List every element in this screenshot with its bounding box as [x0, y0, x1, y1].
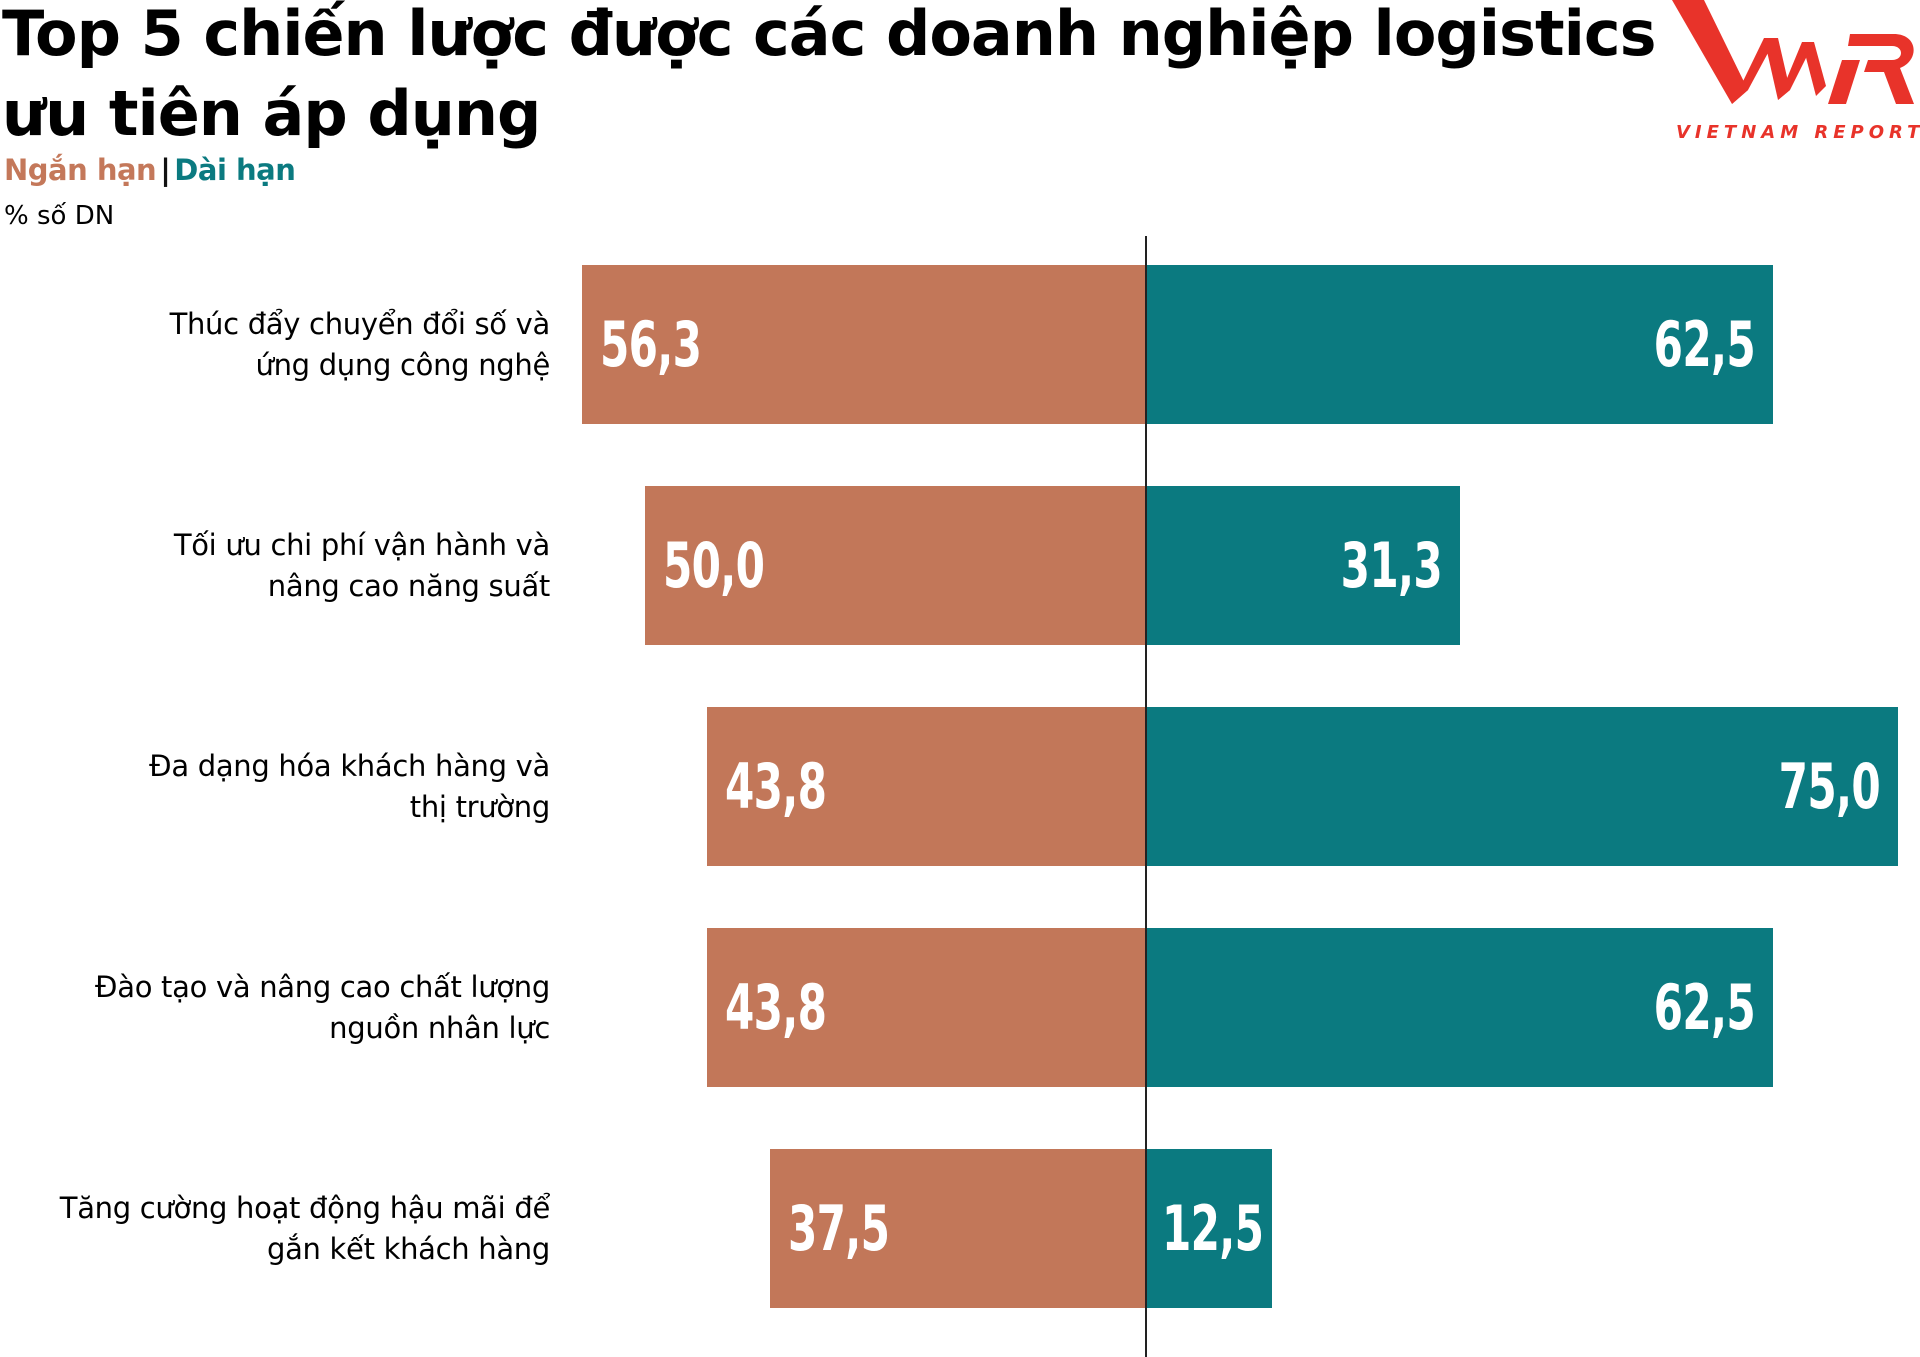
vnr-logo-icon	[1672, 0, 1914, 104]
bar-short-term: 56,3	[582, 265, 1146, 424]
bar-value-text: 12,5	[1162, 1192, 1264, 1265]
category-label-line1: Tối ưu chi phí vận hành và	[173, 527, 550, 562]
chart-title-line1: Top 5 chiến lược được các doanh nghiệp l…	[2, 0, 1656, 70]
chart-row: Tối ưu chi phí vận hành và nâng cao năng…	[0, 486, 1920, 645]
bar-long-term: 62,5	[1146, 265, 1773, 424]
bar-value: 43,8	[725, 707, 874, 866]
bar-value: 62,5	[1606, 928, 1756, 1087]
category-label-line1: Thúc đẩy chuyển đổi số và	[169, 306, 551, 341]
bar-long-term: 12,5	[1146, 1149, 1272, 1308]
unit-label: % số DN	[4, 201, 115, 231]
bar-value-text: 56,3	[600, 308, 702, 381]
legend: Ngắn hạn | Dài hạn	[4, 150, 296, 190]
category-label: Tăng cường hoạt động hậu mãi để gắn kết …	[0, 1149, 551, 1308]
chart-row: Thúc đẩy chuyển đổi số và ứng dụng công …	[0, 265, 1920, 424]
category-label: Thúc đẩy chuyển đổi số và ứng dụng công …	[0, 265, 551, 424]
center-axis-line	[1145, 236, 1147, 1357]
bar-short-term: 37,5	[770, 1149, 1146, 1308]
chart-row: Đa dạng hóa khách hàng và thị trường 43,…	[0, 707, 1920, 866]
legend-long-term: Dài hạn	[174, 153, 296, 187]
bar-value: 43,8	[725, 928, 874, 1087]
chart-title-line2: ưu tiên áp dụng	[2, 77, 541, 150]
bar-value-text: 62,5	[1653, 308, 1756, 381]
bar-long-term: 31,3	[1146, 486, 1460, 645]
category-label: Tối ưu chi phí vận hành và nâng cao năng…	[0, 486, 550, 645]
bar-value: 75,0	[1731, 707, 1881, 866]
bar-short-term: 43,8	[707, 707, 1146, 866]
bar-value: 12,5	[1162, 1149, 1311, 1308]
category-label-line2: nguồn nhân lực	[329, 1010, 550, 1045]
bar-value-text: 75,0	[1778, 750, 1881, 823]
bar-short-term: 43,8	[707, 928, 1146, 1087]
chart-row: Đào tạo và nâng cao chất lượng nguồn nhâ…	[0, 928, 1920, 1087]
category-label-line2: ứng dụng công nghệ	[255, 347, 551, 382]
bar-long-term: 62,5	[1146, 928, 1773, 1087]
bar-value-text: 31,3	[1340, 529, 1443, 602]
bar-value: 50,0	[663, 486, 812, 645]
bar-value: 62,5	[1606, 265, 1756, 424]
category-label-line1: Đa dạng hóa khách hàng và	[149, 748, 550, 783]
bar-value-text: 43,8	[725, 750, 827, 823]
category-label-line2: gắn kết khách hàng	[266, 1231, 550, 1266]
bar-value-text: 62,5	[1653, 971, 1756, 1044]
logo-text: VIETNAM REPORT	[1676, 122, 1920, 143]
category-label-line2: thị trường	[409, 789, 551, 824]
category-label-line2: nâng cao năng suất	[267, 568, 551, 603]
bar-value-text: 43,8	[725, 971, 827, 1044]
vietnam-report-logo: VIETNAM REPORT	[1668, 0, 1920, 150]
bar-value: 37,5	[788, 1149, 937, 1308]
bar-value: 31,3	[1293, 486, 1443, 645]
legend-short-term: Ngắn hạn	[4, 153, 157, 187]
category-label: Đào tạo và nâng cao chất lượng nguồn nhâ…	[0, 928, 550, 1087]
category-label: Đa dạng hóa khách hàng và thị trường	[0, 707, 550, 866]
legend-separator: |	[160, 153, 171, 187]
bar-value: 56,3	[600, 265, 749, 424]
bar-value-text: 50,0	[663, 529, 765, 602]
bar-value-text: 37,5	[788, 1192, 890, 1265]
bar-short-term: 50,0	[645, 486, 1146, 645]
chart-row: Tăng cường hoạt động hậu mãi để gắn kết …	[0, 1149, 1920, 1308]
category-label-line1: Tăng cường hoạt động hậu mãi để	[59, 1190, 551, 1225]
chart-title: Top 5 chiến lược được các doanh nghiệp l…	[2, 0, 1656, 154]
bar-long-term: 75,0	[1146, 707, 1898, 866]
category-label-line1: Đào tạo và nâng cao chất lượng	[95, 969, 550, 1004]
